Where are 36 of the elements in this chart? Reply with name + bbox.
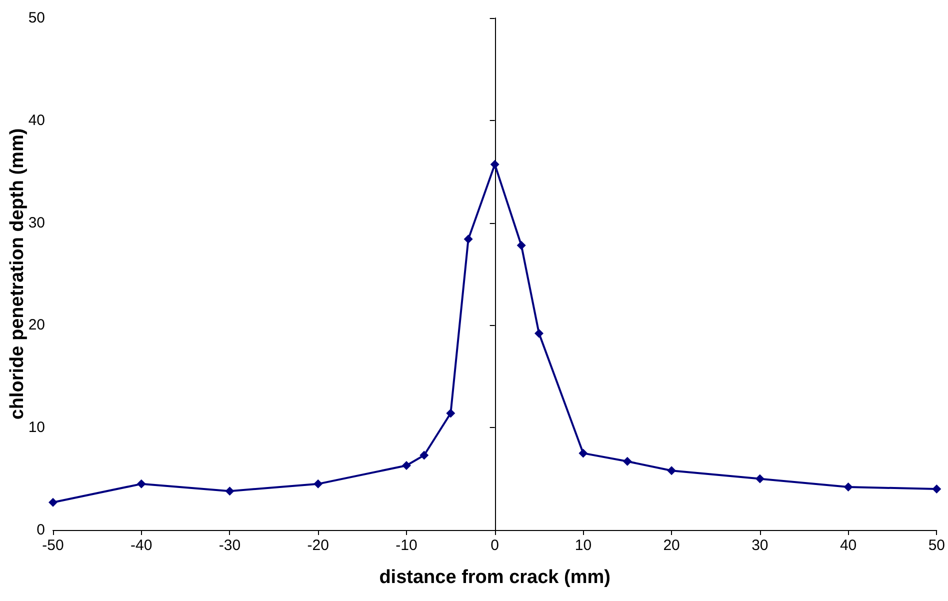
point bbox=[314, 479, 323, 488]
y-tick-label: 20 bbox=[28, 316, 45, 334]
point bbox=[516, 240, 526, 250]
x-tick-label: -50 bbox=[42, 537, 64, 554]
x-axis-title: distance from crack (mm) bbox=[379, 567, 610, 588]
point bbox=[622, 456, 632, 466]
point bbox=[420, 450, 429, 460]
y-tick-label: 50 bbox=[28, 10, 45, 26]
point bbox=[667, 466, 676, 476]
x-tick-label: 0 bbox=[490, 537, 499, 554]
point bbox=[755, 474, 764, 484]
y-tick-label: 0 bbox=[36, 522, 45, 538]
point bbox=[844, 482, 853, 492]
x-tick-label: 10 bbox=[574, 537, 592, 554]
x-tick-label: -40 bbox=[130, 537, 152, 554]
point bbox=[490, 160, 500, 169]
point bbox=[446, 408, 456, 418]
x-tick-label: -30 bbox=[218, 537, 241, 554]
x-tick-label: 30 bbox=[752, 537, 768, 554]
point bbox=[48, 498, 58, 507]
point bbox=[136, 479, 146, 488]
x-tick-label: 40 bbox=[840, 537, 857, 554]
point bbox=[225, 486, 234, 496]
y-axis-title: chloride penetration depth (mm) bbox=[7, 128, 28, 420]
x-tick-label: -20 bbox=[307, 537, 329, 554]
y-tick-label: 30 bbox=[28, 214, 45, 232]
point bbox=[464, 234, 473, 244]
point bbox=[932, 484, 942, 494]
y-tick-label: 10 bbox=[28, 419, 45, 436]
point bbox=[578, 448, 588, 458]
y-tick-label: 40 bbox=[28, 112, 45, 129]
point bbox=[534, 328, 544, 338]
x-tick-label: -10 bbox=[396, 537, 418, 554]
x-tick-label: 20 bbox=[663, 537, 680, 554]
point bbox=[402, 460, 411, 470]
x-tick-label: 50 bbox=[928, 537, 945, 554]
